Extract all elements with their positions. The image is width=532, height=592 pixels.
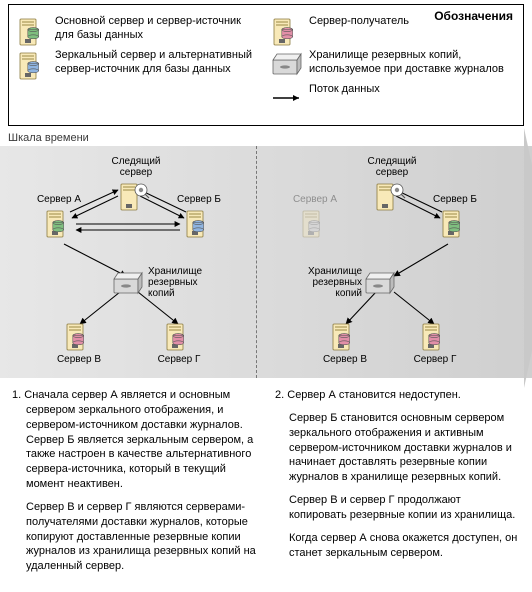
node-label: Сервер В xyxy=(57,354,101,365)
description-col-1: 1. Сначала сервер А является и основным … xyxy=(12,388,257,582)
node-label: Хранилище резервных копий xyxy=(292,266,362,299)
node-server-g: Сервер Г xyxy=(406,320,464,365)
storage-icon xyxy=(366,271,396,295)
legend-text: Зеркальный сервер и альтернативный серве… xyxy=(51,49,261,77)
legend-col-left: Основной сервер и сервер-источник для ба… xyxy=(17,11,261,117)
node-label: Сервер Г xyxy=(158,354,201,365)
description-col-2: 2. Сервер А становится недоступен. Серве… xyxy=(275,388,520,582)
legend-text: Основной сервер и сервер-источник для ба… xyxy=(51,15,261,43)
storage-icon xyxy=(114,271,144,295)
step-number: 2. xyxy=(275,389,284,401)
diagram-panel-1: Следящий сервер Сервер А Сервер Б Хранил… xyxy=(0,146,256,378)
server-primary-icon xyxy=(17,15,51,45)
node-watcher: Следящий сервер xyxy=(356,156,428,210)
server-dest-icon xyxy=(423,320,447,352)
node-storage: Хранилище резервных копий xyxy=(114,266,218,299)
desc-1-p1: 1. Сначала сервер А является и основным … xyxy=(12,388,257,492)
server-dest-icon xyxy=(333,320,357,352)
desc-1-p2: Сервер В и сервер Г являются серверами-п… xyxy=(12,500,257,574)
timeline-divider xyxy=(256,146,257,378)
node-label: Сервер Г xyxy=(414,354,457,365)
node-storage: Хранилище резервных копий xyxy=(292,266,396,299)
desc-text: Сервер А становится недоступен. xyxy=(287,389,461,401)
node-label: Сервер В xyxy=(323,354,367,365)
watcher-icon xyxy=(121,180,151,210)
desc-2-p3: Сервер В и сервер Г продолжают копироват… xyxy=(275,493,520,523)
arrow-icon xyxy=(271,83,305,113)
server-dest-icon xyxy=(167,320,191,352)
server-dest-icon xyxy=(67,320,91,352)
server-faded-icon xyxy=(303,207,327,239)
watcher-icon xyxy=(377,180,407,210)
desc-2-p1: 2. Сервер А становится недоступен. xyxy=(275,388,520,403)
server-primary-icon xyxy=(47,207,71,239)
legend-box: Обозначения Основной сервер и сервер-ист… xyxy=(8,4,524,126)
legend-item-mirror: Зеркальный сервер и альтернативный серве… xyxy=(17,49,261,79)
storage-icon xyxy=(271,49,305,79)
server-mirror-icon xyxy=(187,207,211,239)
legend-item-primary: Основной сервер и сервер-источник для ба… xyxy=(17,15,261,45)
server-primary-icon xyxy=(443,207,467,239)
node-server-a: Сервер А xyxy=(30,194,88,239)
node-watcher: Следящий сервер xyxy=(100,156,172,210)
node-label: Сервер А xyxy=(293,194,337,205)
legend-text: Хранилище резервных копий, используемое … xyxy=(305,49,515,77)
desc-2-p2: Сервер Б становится основным сервером зе… xyxy=(275,411,520,485)
node-label: Хранилище резервных копий xyxy=(148,266,218,299)
timeline-label: Шкала времени xyxy=(8,132,89,144)
desc-text: Сначала сервер А является и основным сер… xyxy=(24,389,253,490)
node-label: Сервер Б xyxy=(177,194,221,205)
node-server-b: Сервер Б xyxy=(426,194,484,239)
desc-2-p4: Когда сервер А снова окажется доступен, … xyxy=(275,531,520,561)
diagram-panel-2: Следящий сервер Сервер А Сервер Б Хранил… xyxy=(256,146,532,378)
legend-col-right: Сервер-получатель Хранилище резервных ко… xyxy=(271,11,515,117)
node-label: Следящий сервер xyxy=(356,156,428,178)
node-label: Сервер А xyxy=(37,194,81,205)
node-label: Следящий сервер xyxy=(100,156,172,178)
node-server-g: Сервер Г xyxy=(150,320,208,365)
legend-item-storage: Хранилище резервных копий, используемое … xyxy=(271,49,515,79)
legend-text: Поток данных xyxy=(305,83,515,97)
timeline: Шкала времени xyxy=(0,132,532,378)
server-mirror-icon xyxy=(17,49,51,79)
legend-title: Обозначения xyxy=(434,9,513,23)
node-label: Сервер Б xyxy=(433,194,477,205)
node-server-a-faded: Сервер А xyxy=(286,194,344,239)
step-number: 1. xyxy=(12,389,21,401)
description-columns: 1. Сначала сервер А является и основным … xyxy=(0,378,532,592)
node-server-v: Сервер В xyxy=(50,320,108,365)
legend-item-arrow: Поток данных xyxy=(271,83,515,113)
node-server-b: Сервер Б xyxy=(170,194,228,239)
server-dest-icon xyxy=(271,15,305,45)
node-server-v: Сервер В xyxy=(316,320,374,365)
